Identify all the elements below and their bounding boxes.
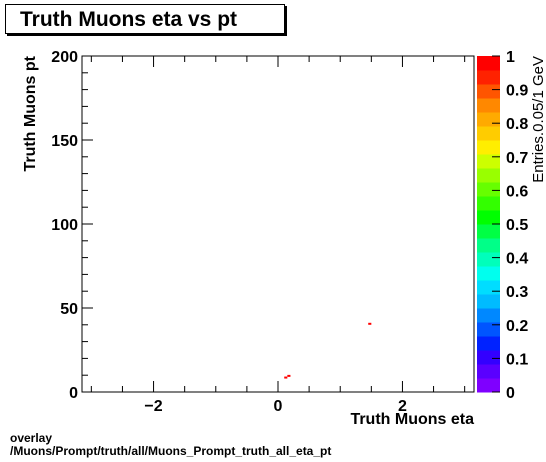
z-tick-label: 0.5 bbox=[506, 217, 528, 234]
color-scale-segment bbox=[477, 322, 500, 337]
z-tick-label: 0 bbox=[506, 385, 515, 402]
footer-text: overlay /Muons/Prompt/truth/all/Muons_Pr… bbox=[10, 432, 331, 458]
color-scale-segment bbox=[477, 98, 500, 113]
color-scale-segment bbox=[477, 140, 500, 155]
color-scale-segment bbox=[477, 336, 500, 351]
y-tick-label: 200 bbox=[51, 49, 78, 66]
color-scale-segment bbox=[477, 126, 500, 141]
x-axis-label: Truth Muons eta bbox=[350, 411, 474, 428]
y-tick-label: 0 bbox=[69, 385, 78, 402]
color-scale-segment bbox=[477, 294, 500, 309]
color-scale-segment bbox=[477, 154, 500, 169]
y-tick-label: 150 bbox=[51, 133, 78, 150]
color-scale-segment bbox=[477, 364, 500, 379]
title-box: Truth Muons eta vs pt bbox=[5, 4, 285, 34]
chart-title: Truth Muons eta vs pt bbox=[20, 8, 238, 31]
color-scale-segment bbox=[477, 210, 500, 225]
z-tick-label: 0.4 bbox=[506, 251, 528, 268]
data-bin bbox=[284, 376, 288, 379]
color-scale-segment bbox=[477, 252, 500, 267]
y-tick-label: 50 bbox=[60, 301, 78, 318]
data-bin bbox=[287, 374, 291, 377]
color-scale-segment bbox=[477, 168, 500, 183]
color-scale-segment bbox=[477, 238, 500, 253]
color-scale-segment bbox=[477, 308, 500, 323]
x-tick-label: −2 bbox=[144, 398, 162, 415]
color-scale-segment bbox=[477, 70, 500, 85]
color-scale-segment bbox=[477, 224, 500, 239]
color-scale-segment bbox=[477, 112, 500, 127]
footer-line-2: /Muons/Prompt/truth/all/Muons_Prompt_tru… bbox=[10, 444, 332, 458]
color-scale-segment bbox=[477, 196, 500, 211]
footer-line-1: overlay bbox=[10, 431, 53, 445]
z-tick-label: 0.1 bbox=[506, 351, 528, 368]
x-tick-label: 0 bbox=[274, 398, 283, 415]
color-scale-segment bbox=[477, 84, 500, 99]
z-tick-label: 0.3 bbox=[506, 284, 528, 301]
x-tick-label: 2 bbox=[398, 398, 407, 415]
color-scale-segment bbox=[477, 266, 500, 281]
z-axis-label: Entries.0.05/1 GeV bbox=[530, 56, 546, 183]
z-tick-label: 0.9 bbox=[506, 83, 528, 100]
color-scale-segment bbox=[477, 280, 500, 295]
z-tick-label: 0.2 bbox=[506, 318, 528, 335]
y-tick-label: 100 bbox=[51, 217, 78, 234]
color-scale-segment bbox=[477, 56, 500, 71]
data-bin bbox=[368, 322, 372, 325]
z-tick-label: 0.8 bbox=[506, 116, 528, 133]
z-tick-label: 0.7 bbox=[506, 150, 528, 167]
color-scale-segment bbox=[477, 182, 500, 197]
z-tick-label: 1 bbox=[506, 49, 515, 66]
y-axis-label: Truth Muons pt bbox=[22, 55, 39, 171]
z-tick-label: 0.6 bbox=[506, 183, 528, 200]
color-scale-segment bbox=[477, 350, 500, 365]
plot-frame bbox=[81, 55, 475, 393]
color-scale-segment bbox=[477, 378, 500, 393]
